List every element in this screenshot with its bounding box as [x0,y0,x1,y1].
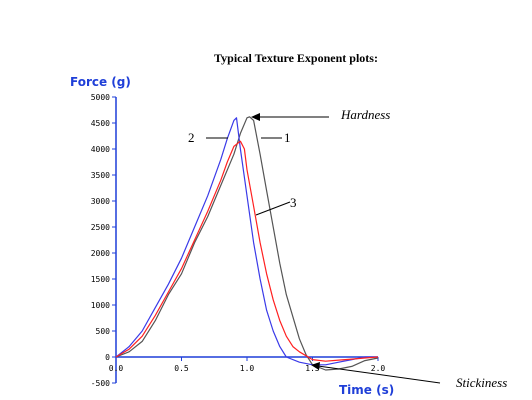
series-line-3 [115,140,379,362]
y-tick-label: 3500 [91,171,110,180]
x-tick-label: 0.5 [174,364,189,373]
y-tick-label: 4000 [91,145,110,154]
stickiness-arrowhead [311,362,320,370]
y-tick-label: 4500 [91,119,110,128]
hardness-arrowhead [251,113,260,121]
series-line-2 [115,117,378,366]
x-tick-label: 1.0 [240,364,255,373]
annotation-hardness: Hardness [340,107,390,122]
x-axis-title: Time (s) [339,383,394,397]
annotation-series-3: 3 [290,195,297,210]
axes: 5000450040003500300025002000150010005000… [91,93,386,388]
x-tick-label: 2.0 [371,364,386,373]
y-tick-label: 3000 [91,197,110,206]
series-3-leader [255,201,291,216]
y-tick-label: 1000 [91,301,110,310]
annotations: Hardness 1 2 3 Stickiness [188,107,507,390]
y-tick-label: 1500 [91,275,110,284]
y-tick-label: 0 [105,353,110,362]
y-tick-label: 2000 [91,249,110,258]
y-axis-title: Force (g) [70,75,131,89]
annotation-stickiness: Stickiness [456,375,507,390]
chart-title: Typical Texture Exponent plots: [214,51,378,65]
y-tick-label: 2500 [91,223,110,232]
x-tick-label: 0.0 [109,364,124,373]
x-tick-label: 1.5 [305,364,320,373]
y-tick-label: -500 [91,379,110,388]
y-tick-label: 500 [96,327,111,336]
stickiness-arrow-line [317,365,441,384]
annotation-series-2: 2 [188,130,195,145]
annotation-series-1: 1 [284,130,291,145]
y-tick-label: 5000 [91,93,110,102]
series-layer [115,116,379,371]
series-line-1 [115,116,379,371]
